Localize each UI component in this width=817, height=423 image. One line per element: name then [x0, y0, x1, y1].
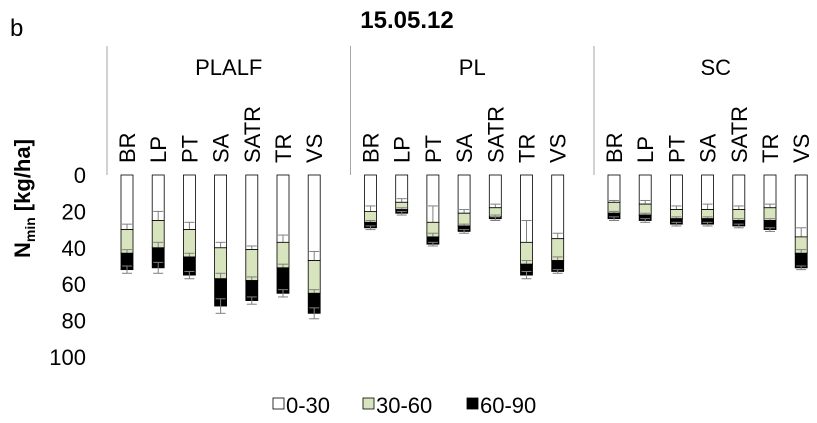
y-axis-label: Nmin [kg/ha]	[10, 139, 38, 258]
legend-swatch-0-30	[272, 397, 285, 410]
category-label: SA	[696, 133, 721, 163]
category-label: VS	[546, 134, 571, 163]
bar-segment-0-30	[182, 174, 196, 230]
y-axis-label-unit: [kg/ha]	[10, 139, 35, 211]
bar-segment-30-60	[245, 249, 259, 281]
category-label: LP	[390, 136, 415, 163]
legend-swatch-30-60	[362, 397, 375, 410]
panel-letter: b	[10, 15, 23, 42]
category-label: VS	[789, 134, 814, 163]
bar-segment-0-30	[488, 174, 502, 209]
bar-segment-0-30	[276, 174, 290, 243]
y-tick-label: 40	[62, 236, 86, 261]
category-label: TR	[758, 134, 783, 163]
bar-segment-0-30	[763, 174, 777, 209]
category-label: LP	[146, 136, 171, 163]
category-label: PT	[421, 135, 446, 163]
category-label: BR	[602, 132, 627, 163]
legend-swatch-60-90	[466, 397, 479, 410]
category-label: SATR	[240, 106, 265, 163]
category-label: PT	[177, 135, 202, 163]
bar-segment-0-30	[670, 174, 683, 210]
category-label: TR	[271, 134, 296, 163]
bar-segment-0-30	[214, 174, 228, 249]
group-label: SC	[700, 55, 731, 80]
category-label: BR	[115, 132, 140, 163]
bar-segment-0-30	[638, 174, 652, 205]
bar-segment-0-30	[732, 174, 746, 210]
bar-plot-area	[120, 174, 808, 320]
group-label: PL	[459, 55, 486, 80]
legend-label: 0-30	[286, 393, 330, 418]
category-label: PT	[664, 135, 689, 163]
y-axis: 0 20 40 60 80 100	[49, 163, 86, 370]
chart-title: 15.05.12	[360, 7, 453, 34]
bar-segment-0-30	[307, 174, 321, 261]
legend: 0-30 30-60 60-90	[272, 393, 536, 418]
category-label: SA	[452, 133, 477, 163]
legend-label: 60-90	[480, 393, 536, 418]
category-label: SATR	[727, 106, 752, 163]
y-tick-label: 60	[62, 272, 86, 297]
category-label: LP	[633, 136, 658, 163]
y-tick-label: 0	[74, 163, 86, 188]
category-label: TR	[515, 134, 540, 163]
y-axis-label-main: N	[10, 242, 35, 258]
y-axis-label-sub: min	[22, 217, 38, 242]
group-header-dividers	[106, 46, 595, 175]
bar-segment-0-30	[607, 174, 621, 203]
category-label: BR	[359, 132, 384, 163]
y-tick-label: 80	[62, 309, 86, 334]
bar-segment-0-30	[245, 174, 259, 251]
group-label: PLALF	[195, 55, 262, 80]
bar-segment-0-30	[457, 174, 471, 214]
y-tick-label: 20	[62, 199, 86, 224]
bar-segment-30-60	[307, 260, 321, 294]
category-label: VS	[302, 134, 327, 163]
category-label: SATR	[483, 106, 508, 163]
category-labels: BR LP PT SA SATR TR VS BR LP PT SA SATR TR VS BR LP PT SA…	[115, 106, 814, 163]
legend-label: 30-60	[376, 393, 432, 418]
bar-segment-0-30	[551, 174, 565, 240]
bar-segment-0-30	[120, 174, 134, 230]
y-tick-label: 100	[49, 345, 86, 370]
category-label: SA	[209, 133, 234, 163]
group-labels: PLALF PL SC	[195, 55, 731, 80]
